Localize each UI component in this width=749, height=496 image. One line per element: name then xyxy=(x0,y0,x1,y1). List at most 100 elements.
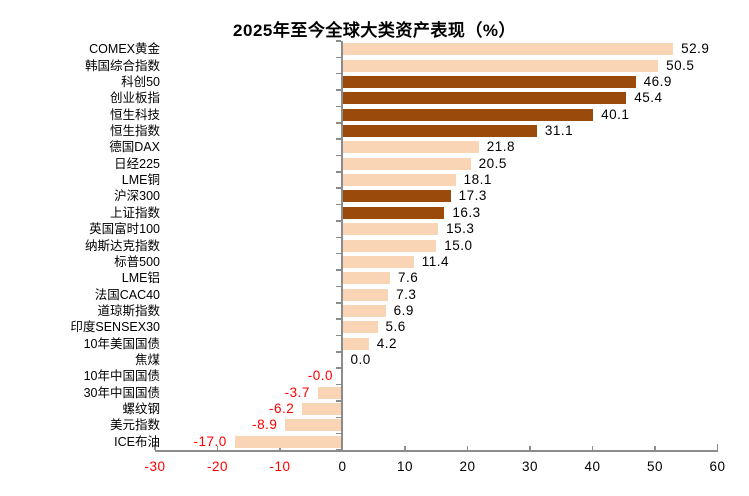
chart-title: 2025年至今全球大类资产表现（%） xyxy=(233,21,516,40)
value-label: 6.9 xyxy=(393,302,414,318)
value-label: 20.5 xyxy=(478,155,507,171)
value-label: 11.4 xyxy=(421,253,450,269)
bar xyxy=(285,419,341,432)
bar xyxy=(342,239,437,252)
bar xyxy=(342,337,369,350)
y-axis-tick xyxy=(336,400,341,402)
value-label: 50.5 xyxy=(666,57,695,73)
x-axis-tick xyxy=(716,444,719,450)
bar xyxy=(317,386,341,399)
y-axis-tick xyxy=(336,416,341,419)
value-label: 45.4 xyxy=(634,90,663,106)
y-axis-line xyxy=(341,41,343,450)
bar xyxy=(342,174,456,187)
x-axis-tick xyxy=(404,446,406,450)
category-label: 英国富时100 xyxy=(89,222,160,237)
x-axis-tick-label: 60 xyxy=(709,459,726,474)
x-axis-tick-label: 0 xyxy=(338,459,347,474)
y-axis-tick xyxy=(336,351,341,353)
y-axis-tick xyxy=(336,171,341,173)
bar xyxy=(342,321,378,334)
y-axis-tick xyxy=(336,105,341,108)
y-axis-tick xyxy=(336,122,341,124)
bar xyxy=(342,108,594,121)
bar xyxy=(342,288,389,301)
category-label: 沪深300 xyxy=(114,189,160,204)
category-label: 恒生科技 xyxy=(109,107,160,122)
x-axis-tick xyxy=(279,446,281,450)
value-label: -3.7 xyxy=(284,384,310,400)
bar xyxy=(342,272,390,285)
bar xyxy=(342,206,445,219)
value-label: -8.9 xyxy=(252,417,278,433)
category-label: 螺纹钢 xyxy=(122,402,160,417)
bar xyxy=(342,190,451,203)
category-label: 30年中国国债 xyxy=(83,385,160,400)
y-axis-tick xyxy=(336,56,341,59)
value-label: 40.1 xyxy=(601,106,630,122)
value-label: 16.3 xyxy=(452,204,481,220)
bar xyxy=(342,223,439,236)
category-label: LME铝 xyxy=(121,271,160,286)
y-axis-tick xyxy=(336,334,341,337)
x-axis-line xyxy=(155,450,718,452)
category-label: 上证指数 xyxy=(109,205,160,220)
y-axis-tick xyxy=(336,187,341,189)
bar xyxy=(342,304,386,317)
category-label: 10年美国国债 xyxy=(83,336,160,351)
category-label: 创业板指 xyxy=(109,91,160,106)
category-label: 印度SENSEX30 xyxy=(70,320,160,335)
category-label: ICE布油 xyxy=(114,434,160,449)
x-axis-tick-label: 40 xyxy=(584,459,601,474)
value-label: 15.3 xyxy=(446,221,475,237)
y-axis-tick xyxy=(336,269,341,271)
category-label: 道琼斯指数 xyxy=(97,303,160,318)
category-label: 焦煤 xyxy=(134,353,160,368)
category-label: 韩国综合指数 xyxy=(84,58,160,73)
category-label: COMEX黄金 xyxy=(89,42,160,57)
category-label: 日经225 xyxy=(114,156,160,171)
x-axis-tick xyxy=(466,446,469,450)
value-label: 21.8 xyxy=(486,139,516,155)
y-axis-tick xyxy=(336,220,341,222)
value-label: 18.1 xyxy=(463,172,492,188)
category-label: 科创50 xyxy=(121,74,160,89)
y-axis-tick xyxy=(336,236,341,239)
y-axis-tick xyxy=(336,89,341,91)
category-label: 美元指数 xyxy=(109,418,160,433)
x-axis-tick-label: 10 xyxy=(396,459,414,474)
bar xyxy=(342,75,636,88)
category-label: 标普500 xyxy=(114,254,160,269)
bar xyxy=(342,157,471,170)
x-axis-tick xyxy=(654,446,656,450)
x-axis-tick-label: 30 xyxy=(521,459,539,474)
value-label: -0.0 xyxy=(307,368,333,384)
value-label: 4.2 xyxy=(376,335,398,351)
y-axis-tick xyxy=(336,72,341,75)
value-label: 17.3 xyxy=(458,188,487,204)
y-axis-tick xyxy=(336,154,341,157)
y-axis-tick xyxy=(336,203,341,206)
value-label: 7.6 xyxy=(398,270,419,286)
value-label: 15.0 xyxy=(444,237,473,253)
y-axis-tick xyxy=(336,252,341,255)
value-label: -6.2 xyxy=(268,401,295,417)
x-axis-tick-label: -20 xyxy=(206,459,228,474)
bar xyxy=(342,124,537,137)
value-label: 0.0 xyxy=(350,352,371,368)
x-axis-tick-label: -30 xyxy=(144,459,166,474)
bar xyxy=(342,92,627,105)
y-axis-tick xyxy=(336,383,341,386)
y-axis-tick xyxy=(336,367,341,369)
bar xyxy=(234,435,341,448)
bar xyxy=(342,59,659,72)
category-label: LME铜 xyxy=(121,173,160,188)
value-label: 31.1 xyxy=(544,122,574,138)
y-axis-tick xyxy=(336,285,341,288)
category-label: 10年中国国债 xyxy=(83,369,160,384)
y-axis-tick xyxy=(336,138,341,140)
x-axis-tick xyxy=(529,446,531,450)
value-label: 46.9 xyxy=(643,73,672,89)
category-label: 德国DAX xyxy=(109,140,160,155)
